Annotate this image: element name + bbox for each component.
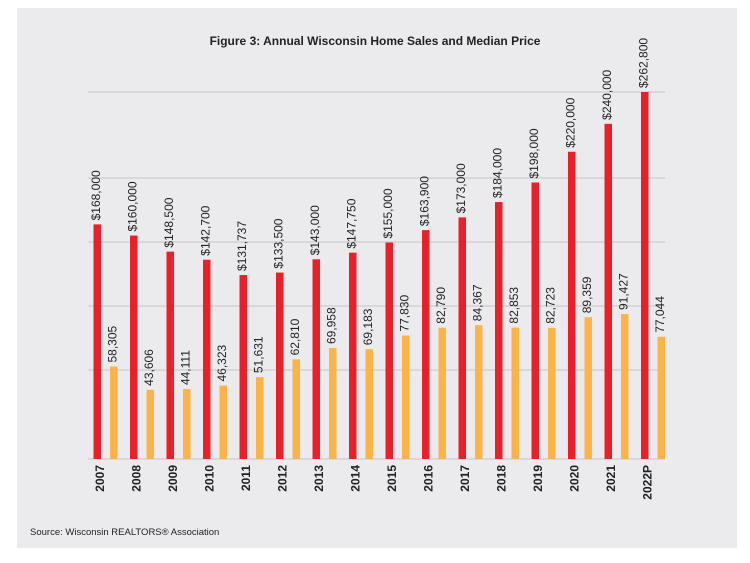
sales-data-label: 89,359	[580, 276, 594, 313]
sales-bar	[511, 327, 519, 459]
sales-bar	[219, 385, 227, 459]
price-data-label: $240,000	[600, 69, 614, 119]
price-data-label: $262,800	[637, 38, 651, 88]
price-bar	[604, 123, 612, 459]
price-bar	[312, 259, 320, 459]
price-bar	[166, 251, 174, 459]
category-label: 2019	[531, 465, 545, 492]
price-data-label: $143,000	[308, 205, 322, 255]
category-label: 2020	[568, 465, 582, 492]
sales-data-label: 43,606	[142, 349, 156, 386]
price-bar	[239, 275, 247, 459]
sales-bar	[438, 327, 446, 459]
price-data-label: $220,000	[564, 97, 578, 147]
price-bar	[568, 151, 576, 459]
price-bar	[130, 235, 138, 459]
sales-bar	[621, 314, 629, 459]
sales-bar	[548, 327, 556, 459]
price-bar	[458, 217, 466, 459]
category-label: 2016	[422, 465, 436, 492]
category-label: 2010	[203, 465, 217, 492]
sales-data-label: 77,830	[398, 295, 412, 332]
price-data-label: $133,500	[272, 218, 286, 268]
price-data-label: $142,700	[199, 205, 213, 255]
price-bar	[641, 92, 649, 459]
category-label: 2015	[385, 465, 399, 492]
sales-bar	[183, 389, 191, 459]
price-bar	[203, 259, 211, 459]
price-data-label: $160,000	[126, 181, 140, 231]
price-data-label: $173,000	[454, 163, 468, 213]
sales-bar	[475, 325, 483, 459]
price-data-label: $163,900	[418, 176, 432, 226]
price-bar	[276, 272, 284, 459]
category-label: 2022P	[641, 465, 655, 500]
price-data-label: $168,000	[89, 170, 103, 220]
sales-data-label: 58,305	[106, 326, 120, 363]
sales-bar	[402, 335, 410, 459]
sales-bar	[657, 336, 665, 459]
sales-data-label: 46,323	[215, 345, 229, 382]
price-bar	[93, 224, 101, 459]
price-bar	[349, 252, 357, 459]
category-label: 2012	[276, 465, 290, 492]
category-label: 2017	[458, 465, 472, 492]
category-label: 2009	[166, 465, 180, 492]
sales-bar	[292, 359, 300, 459]
price-bar	[385, 242, 393, 459]
sales-bar	[584, 317, 592, 459]
price-bar	[531, 182, 539, 459]
price-data-label: $155,000	[381, 188, 395, 238]
sales-bar	[110, 366, 118, 459]
sales-data-label: 51,631	[252, 336, 266, 373]
category-label: 2014	[349, 465, 363, 492]
price-data-label: $184,000	[491, 148, 505, 198]
category-label: 2008	[130, 465, 144, 492]
sales-data-label: 91,427	[617, 273, 631, 310]
category-label: 2011	[239, 465, 253, 491]
category-label: 2007	[93, 465, 107, 492]
price-bar	[495, 202, 503, 460]
price-bar	[422, 230, 430, 459]
sales-data-label: 82,790	[434, 287, 448, 324]
sales-data-label: 77,044	[653, 296, 667, 333]
price-data-label: $148,500	[162, 197, 176, 247]
sales-data-label: 69,958	[325, 307, 339, 344]
chart-title: Figure 3: Annual Wisconsin Home Sales an…	[209, 34, 541, 48]
sales-data-label: 84,367	[471, 284, 485, 321]
sales-bar	[365, 349, 373, 459]
category-label: 2013	[312, 465, 326, 492]
price-data-label: $131,737	[235, 221, 249, 271]
chart-source: Source: Wisconsin REALTORS® Association	[30, 527, 220, 538]
sales-data-label: 82,853	[507, 287, 521, 324]
sales-data-label: 62,810	[288, 318, 302, 355]
sales-data-label: 69,183	[361, 308, 375, 345]
category-label: 2018	[495, 465, 509, 492]
category-label: 2021	[604, 465, 618, 492]
sales-data-label: 82,723	[544, 287, 558, 324]
sales-bar	[256, 377, 264, 459]
sales-bar	[146, 389, 154, 459]
sales-data-label: 44,111	[179, 350, 193, 385]
price-data-label: $198,000	[527, 128, 541, 178]
sales-bar	[329, 348, 337, 459]
price-data-label: $147,750	[345, 198, 359, 248]
